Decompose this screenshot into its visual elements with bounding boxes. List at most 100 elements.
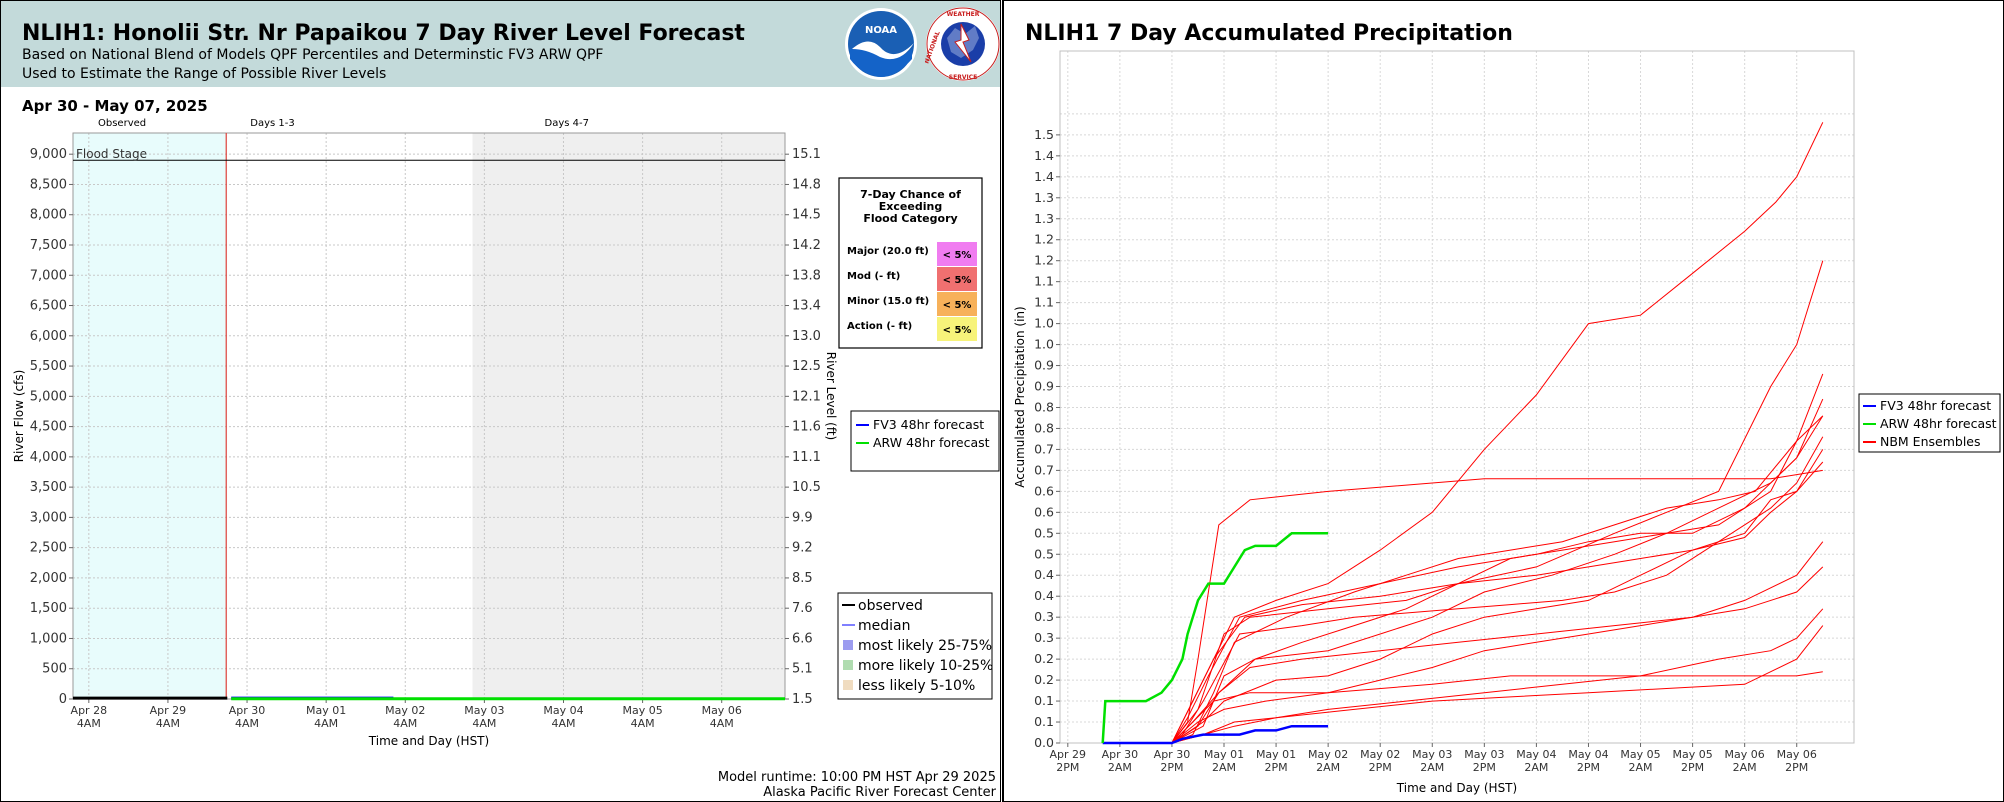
y2-tick-label: 14.8 [792, 177, 821, 192]
y2-tick-label: 12.1 [792, 389, 821, 404]
ensemble-member-14 [1119, 373, 1824, 744]
y-tick-label: 0.2 [1034, 651, 1054, 666]
y-tick-label: 0.0 [1034, 735, 1054, 750]
x-tick-label: 2AM [1212, 761, 1236, 774]
noaa-logo-text: NOAA [865, 25, 897, 36]
y-tick-label: 1,000 [30, 631, 67, 646]
y-tick-label: 0.5 [1034, 525, 1054, 540]
y2-tick-label: 11.1 [792, 450, 821, 465]
legend-label: ARW 48hr forecast [1880, 416, 1997, 431]
x-tick-label: Apr 28 [71, 704, 108, 717]
ensemble-member-11 [1119, 541, 1824, 744]
svg-text:SERVICE: SERVICE [949, 74, 977, 81]
precipitation-panel: NLIH1 7 Day Accumulated Precipitation 0.… [1002, 0, 2004, 802]
x-tick-label: 2PM [1265, 761, 1288, 774]
x-tick-label: May 02 [1308, 748, 1348, 761]
legend-label: most likely 25-75% [858, 638, 992, 654]
y-tick-label: 0.2 [1034, 672, 1054, 687]
legend-bottom [837, 592, 993, 700]
y-tick-label: 0.3 [1034, 630, 1054, 645]
chance-row-label: Minor (15.0 ft) [847, 296, 929, 307]
y2-axis-label: River Level (ft) [824, 352, 838, 440]
x-tick-label: 2AM [1733, 761, 1757, 774]
x-tick-label: 2AM [1108, 761, 1132, 774]
x-tick-label: 4AM [235, 717, 259, 730]
y-tick-label: 1.1 [1034, 295, 1054, 310]
x-tick-label: 4AM [314, 717, 338, 730]
y-axis-label: River Flow (cfs) [12, 370, 26, 463]
y-tick-label: 1.3 [1034, 211, 1054, 226]
y2-tick-label: 14.5 [792, 208, 821, 223]
y-tick-label: 0.8 [1034, 420, 1054, 435]
x-tick-label: 2PM [1369, 761, 1392, 774]
ensemble-member-2 [1119, 122, 1824, 744]
y-tick-label: 8,500 [30, 177, 67, 192]
y-tick-label: 2,500 [30, 541, 67, 556]
ensemble-member-10 [1119, 398, 1824, 744]
ensemble-member-4 [1119, 461, 1824, 744]
subtitle-line-1: Based on National Blend of Models QPF Pe… [22, 47, 604, 63]
y-tick-label: 0.1 [1034, 714, 1054, 729]
x-tick-label: Apr 29 [150, 704, 187, 717]
legend-swatch [843, 640, 853, 650]
x-tick-label: May 05 [1620, 748, 1660, 761]
y-tick-label: 1.2 [1034, 253, 1054, 268]
x-tick-label: 2AM [1524, 761, 1548, 774]
date-range-label: Apr 30 - May 07, 2025 [22, 97, 208, 115]
ensemble-member-3 [1119, 260, 1824, 744]
chance-row-label: Action (- ft) [847, 321, 912, 332]
region-label: Days 4-7 [545, 118, 589, 129]
y-tick-label: 0.6 [1034, 504, 1054, 519]
x-tick-label: May 04 [1568, 748, 1608, 761]
ensemble-member-12 [1119, 415, 1824, 744]
y-tick-label: 1.4 [1034, 169, 1054, 184]
chance-row-label: Major (20.0 ft) [847, 246, 929, 257]
x-tick-label: 4AM [472, 717, 496, 730]
x-tick-label: May 03 [1464, 748, 1504, 761]
x-tick-label: May 06 [702, 704, 742, 717]
flood-stage-label: Flood Stage [76, 147, 147, 161]
y-tick-label: 8,000 [30, 208, 67, 223]
y2-tick-label: 5.1 [792, 662, 813, 677]
y-tick-label: 7,500 [30, 238, 67, 253]
x-axis-label: Time and Day (HST) [368, 734, 489, 748]
x-tick-label: 2PM [1681, 761, 1704, 774]
y-tick-label: 4,500 [30, 420, 67, 435]
y-axis-label: Accumulated Precipitation (in) [1013, 306, 1027, 487]
ensemble-member-9 [1119, 436, 1824, 744]
y-tick-label: 0.1 [1034, 693, 1054, 708]
subtitle-line-2: Used to Estimate the Range of Possible R… [22, 66, 387, 82]
y-tick-label: 0.7 [1034, 441, 1054, 456]
precip-title: NLIH1 7 Day Accumulated Precipitation [1025, 21, 1513, 46]
y-tick-label: 1.0 [1034, 337, 1054, 352]
x-tick-label: May 04 [1516, 748, 1556, 761]
x-tick-label: 2PM [1785, 761, 1808, 774]
x-tick-label: 2AM [1420, 761, 1444, 774]
y2-tick-label: 11.6 [792, 420, 821, 435]
x-tick-label: 4AM [77, 717, 101, 730]
x-axis-label: Time and Day (HST) [1396, 781, 1517, 795]
nws-logo-text: WEATHER [947, 11, 980, 18]
y2-tick-label: 10.5 [792, 480, 821, 495]
legend-label: NBM Ensembles [1880, 434, 1981, 449]
x-tick-label: May 05 [1672, 748, 1712, 761]
plot-frame [1059, 50, 1855, 744]
y2-tick-label: 15.1 [792, 147, 821, 162]
y-tick-label: 9,000 [30, 147, 67, 162]
y-tick-label: 1.4 [1034, 148, 1054, 163]
y2-tick-label: 14.2 [792, 238, 821, 253]
y2-tick-label: 9.9 [792, 510, 813, 525]
y-tick-label: 0 [59, 692, 67, 707]
y-tick-label: 6,500 [30, 299, 67, 314]
y-tick-label: 0.9 [1034, 358, 1054, 373]
x-tick-label: Apr 29 [1050, 748, 1087, 761]
legend-label: FV3 48hr forecast [1880, 398, 1991, 413]
y-tick-label: 1.0 [1034, 316, 1054, 331]
river-level-chart: Observed Days 1-3 Days 4-7 Flood Stage 0 1.5 5… [12, 118, 1000, 748]
x-tick-label: Apr 30 [229, 704, 266, 717]
y2-tick-label: 13.0 [792, 329, 821, 344]
y2-tick-label: 9.2 [792, 541, 813, 556]
x-tick-label: 2PM [1056, 761, 1079, 774]
chance-row-swatch [937, 317, 977, 341]
page-title: NLIH1: Honolii Str. Nr Papaikou 7 Day Ri… [22, 21, 745, 46]
